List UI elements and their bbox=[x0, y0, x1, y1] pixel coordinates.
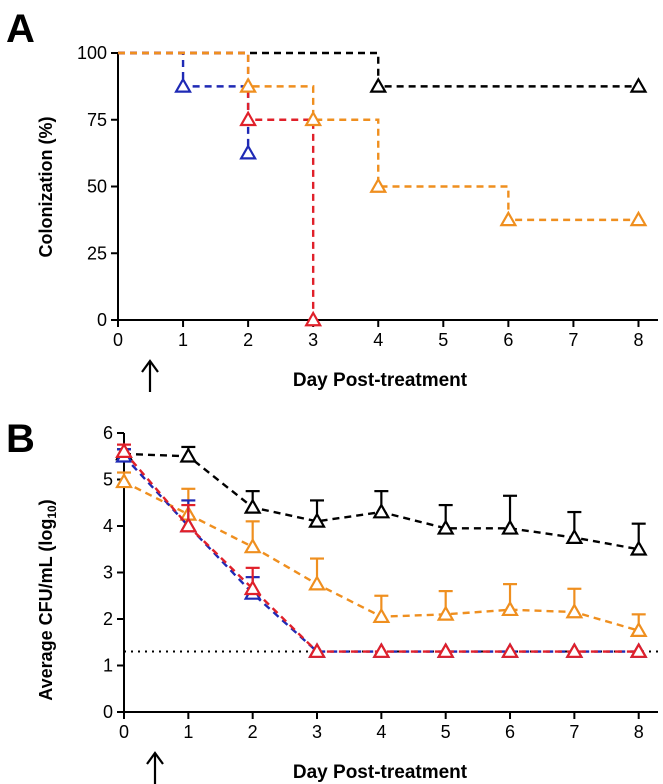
panel-a-series-blue-point bbox=[174, 77, 192, 93]
panel-b-x-tick-label: 5 bbox=[441, 722, 451, 742]
panel-b-series-red-point bbox=[436, 642, 455, 658]
panel-a-treatment-arrow bbox=[141, 359, 159, 392]
panel-b-x-tick-label: 6 bbox=[505, 722, 515, 742]
panel-b-x-tick-label: 4 bbox=[376, 722, 386, 742]
panel-b-y-tick-label: 5 bbox=[103, 470, 113, 490]
panel-b-letter: B bbox=[6, 417, 35, 461]
panel-a-x-tick-label: 1 bbox=[178, 330, 188, 350]
panel-b-series-black-point bbox=[179, 447, 198, 463]
panel-b-series-black-point bbox=[243, 498, 262, 514]
panel-a-x-tick-label: 3 bbox=[308, 330, 318, 350]
panel-a-series-orange-point bbox=[369, 177, 388, 193]
panel-b-series-black-point bbox=[372, 502, 391, 519]
panel-b-x-tick-label: 1 bbox=[183, 722, 193, 742]
panel-b-x-tick-label: 3 bbox=[312, 722, 322, 742]
panel-b-series-black-point bbox=[629, 540, 648, 556]
panel-a-y-axis-title: Colonization (%) bbox=[36, 117, 56, 258]
panel-b-series-orange-point bbox=[308, 574, 326, 591]
panel-a-letter: A bbox=[6, 7, 35, 51]
panel-a-x-tick-label: 0 bbox=[113, 330, 123, 350]
panel-a-x-tick-label: 8 bbox=[633, 330, 643, 350]
panel-b-y-tick-label: 0 bbox=[103, 702, 113, 722]
panel-b-series-red-point bbox=[501, 642, 519, 658]
panel-b-series-red-point bbox=[565, 642, 584, 658]
panel-b-x-tick-label: 7 bbox=[569, 722, 579, 742]
panel-b-y-tick-label: 6 bbox=[103, 423, 113, 443]
panel-a-series-black-line bbox=[118, 51, 639, 88]
panel-b-series-orange-point bbox=[243, 537, 262, 554]
panel-a-series-red-line bbox=[118, 51, 315, 320]
panel-a-x-tick-label: 6 bbox=[503, 330, 513, 350]
panel-a-series-red-point bbox=[304, 310, 323, 327]
panel-b-y-tick-label: 1 bbox=[103, 656, 113, 676]
panel-b-series-orange-point bbox=[436, 605, 455, 621]
panel-b-y-tick-label: 3 bbox=[103, 563, 113, 583]
panel-b-series-black-point bbox=[436, 519, 455, 535]
panel-a-series-red-point bbox=[239, 110, 258, 127]
panel-a-y-tick-label: 0 bbox=[97, 310, 107, 330]
panel-a-series-black-point bbox=[629, 77, 648, 93]
panel-b-series-red-point bbox=[629, 642, 648, 658]
panel-b-series-red-point bbox=[308, 642, 326, 658]
panel-a-y-tick-label: 50 bbox=[87, 177, 107, 197]
panel-b-x-tick-label: 2 bbox=[248, 722, 258, 742]
panel-b-series-red-point bbox=[115, 442, 133, 458]
panel-a-x-tick-label: 4 bbox=[373, 330, 383, 350]
panel-b-y-tick-label: 2 bbox=[103, 609, 113, 629]
panel-a-series-orange-point bbox=[239, 77, 258, 93]
panel-b-series-orange-point bbox=[372, 607, 391, 624]
panel-b-treatment-arrow bbox=[146, 751, 164, 784]
panel-b-y-tick-label: 4 bbox=[103, 516, 113, 536]
panel-a-series-black-point bbox=[369, 77, 388, 93]
panel-a-x-axis-title: Day Post-treatment bbox=[293, 370, 468, 391]
panel-a-series-orange-line bbox=[118, 51, 639, 222]
panel-b-x-axis-title: Day Post-treatment bbox=[293, 762, 468, 783]
panel-b-chart: 0 1 2 3 4 5 6 0 1 2 3 4 5 6 7 8 bbox=[103, 423, 658, 742]
panel-b-series-red-point bbox=[243, 579, 262, 596]
panel-b-series-black-point bbox=[501, 519, 519, 535]
panel-a-x-tick-label: 2 bbox=[243, 330, 253, 350]
panel-a-series-blue-point bbox=[239, 143, 258, 160]
panel-a-series-blue-line bbox=[118, 51, 250, 154]
panel-b-series-red-point bbox=[179, 516, 198, 533]
panel-a-x-tick-label: 5 bbox=[438, 330, 448, 350]
panel-b-series-orange-point bbox=[501, 600, 519, 617]
panel-b-y-axis-title: Average CFU/mL (log10) bbox=[36, 499, 59, 700]
panel-a-series-orange-point bbox=[499, 210, 518, 227]
panel-b-series-red-point bbox=[372, 642, 391, 658]
panel-a-series-orange-point bbox=[629, 210, 648, 227]
panel-a-series-orange-point bbox=[304, 110, 323, 127]
panel-b-x-tick-label: 8 bbox=[634, 722, 644, 742]
panel-b-series-black-point bbox=[308, 512, 326, 528]
panel-b-series-orange-point bbox=[565, 602, 584, 619]
panel-b-series-orange-point bbox=[115, 472, 133, 489]
panel-b-series-orange-point bbox=[629, 621, 648, 637]
panel-a-y-tick-label: 100 bbox=[77, 43, 107, 63]
panel-a-y-tick-label: 75 bbox=[87, 110, 107, 130]
panel-a-chart: 0 25 50 75 100 0 1 2 3 4 5 6 7 8 bbox=[77, 43, 658, 350]
panel-a-y-tick-label: 25 bbox=[87, 243, 107, 263]
panel-a-x-tick-label: 7 bbox=[568, 330, 578, 350]
panel-b-series-black-point bbox=[565, 528, 584, 544]
panel-b-x-tick-label: 0 bbox=[119, 722, 129, 742]
